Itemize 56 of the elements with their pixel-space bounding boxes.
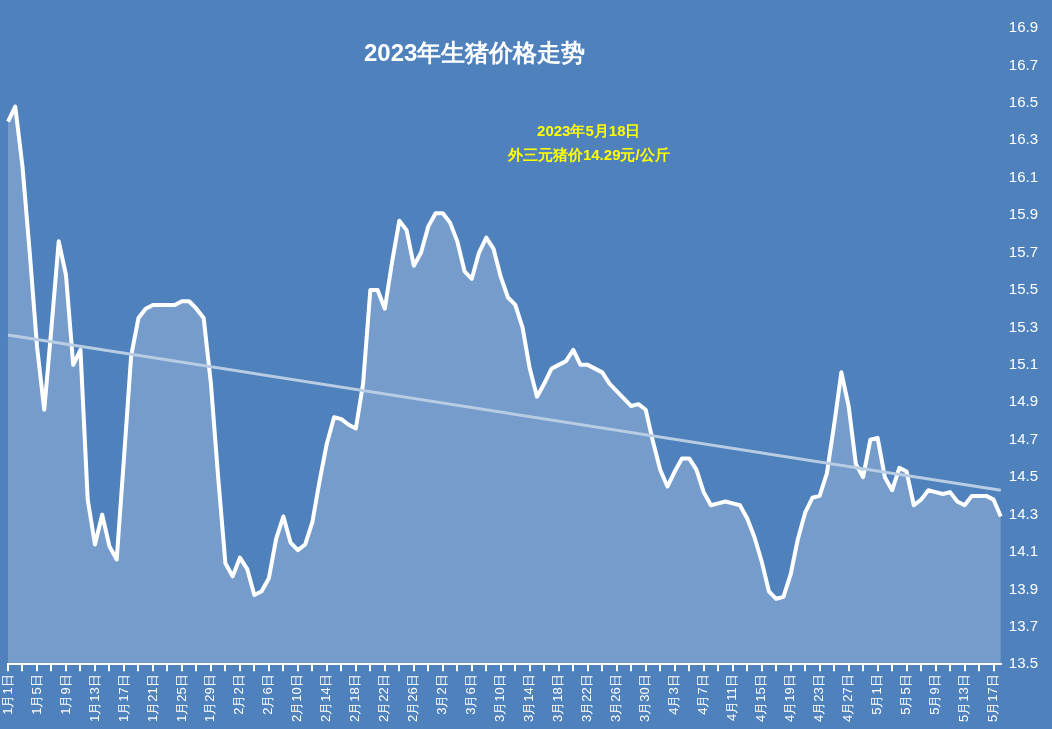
x-tick-label: 4月19日: [782, 674, 798, 723]
x-tick-label: 4月27日: [840, 674, 856, 723]
y-tick-label: 16.1: [1008, 167, 1039, 185]
x-tick-label: 1月1日: [0, 674, 15, 715]
y-tick-label: 14.9: [1008, 392, 1039, 410]
x-tick-label: 2月18日: [347, 674, 363, 723]
x-tick-label: 1月9日: [57, 674, 73, 715]
x-tick-label: 3月30日: [637, 674, 653, 723]
y-tick-label: 15.5: [1008, 280, 1039, 298]
y-tick-label: 16.7: [1008, 55, 1039, 73]
x-tick-label: 3月14日: [521, 674, 537, 723]
x-tick-label: 5月17日: [985, 674, 1001, 723]
annotation: 外三元猪价14.29元/公斤: [506, 146, 670, 164]
x-tick-label: 2月10日: [289, 674, 305, 723]
x-tick-label: 3月18日: [550, 674, 566, 723]
y-tick-label: 16.9: [1008, 18, 1039, 36]
x-tick-label: 5月1日: [869, 674, 885, 715]
x-tick-label: 1月17日: [115, 674, 131, 723]
y-tick-label: 14.7: [1008, 429, 1039, 447]
x-tick-label: 4月3日: [666, 674, 682, 715]
x-tick-label: 5月5日: [898, 674, 914, 715]
x-tick-label: 2月26日: [405, 674, 421, 723]
annotation: 2023年5月18日: [537, 122, 641, 140]
x-tick-label: 4月7日: [695, 674, 711, 715]
x-tick-label: 5月13日: [956, 674, 972, 723]
x-tick-label: 4月23日: [811, 674, 827, 723]
x-tick-label: 1月21日: [144, 674, 160, 723]
x-tick-label: 2月6日: [260, 674, 276, 715]
x-tick-label: 3月6日: [463, 674, 479, 715]
y-tick-label: 13.9: [1008, 579, 1039, 597]
y-tick-label: 16.3: [1008, 130, 1039, 148]
y-tick-label: 13.7: [1008, 617, 1039, 635]
x-tick-label: 5月9日: [927, 674, 943, 715]
x-tick-label: 1月29日: [202, 674, 218, 723]
x-tick-label: 1月25日: [173, 674, 189, 723]
x-tick-label: 3月26日: [608, 674, 624, 723]
x-tick-label: 2月22日: [376, 674, 392, 723]
x-tick-label: 3月22日: [579, 674, 595, 723]
x-tick-label: 1月5日: [28, 674, 44, 715]
x-tick-label: 1月13日: [86, 674, 102, 723]
y-tick-label: 15.3: [1008, 317, 1039, 335]
y-tick-label: 15.9: [1008, 205, 1039, 223]
y-tick-label: 14.1: [1008, 542, 1039, 560]
x-tick-label: 4月11日: [724, 674, 740, 722]
y-tick-label: 14.5: [1008, 467, 1039, 485]
x-tick-label: 2月2日: [231, 674, 247, 715]
x-tick-label: 3月2日: [434, 674, 450, 715]
y-tick-label: 16.5: [1008, 93, 1039, 110]
x-tick-label: 4月15日: [753, 674, 769, 723]
x-tick-label: 3月10日: [492, 674, 508, 723]
y-tick-label: 13.5: [1008, 654, 1039, 672]
y-tick-label: 15.7: [1008, 242, 1039, 260]
x-tick-label: 2月14日: [318, 674, 334, 723]
text: 2023年生猪价格走势: [363, 38, 586, 66]
y-tick-label: 15.1: [1008, 355, 1039, 373]
y-tick-label: 14.3: [1008, 504, 1039, 522]
